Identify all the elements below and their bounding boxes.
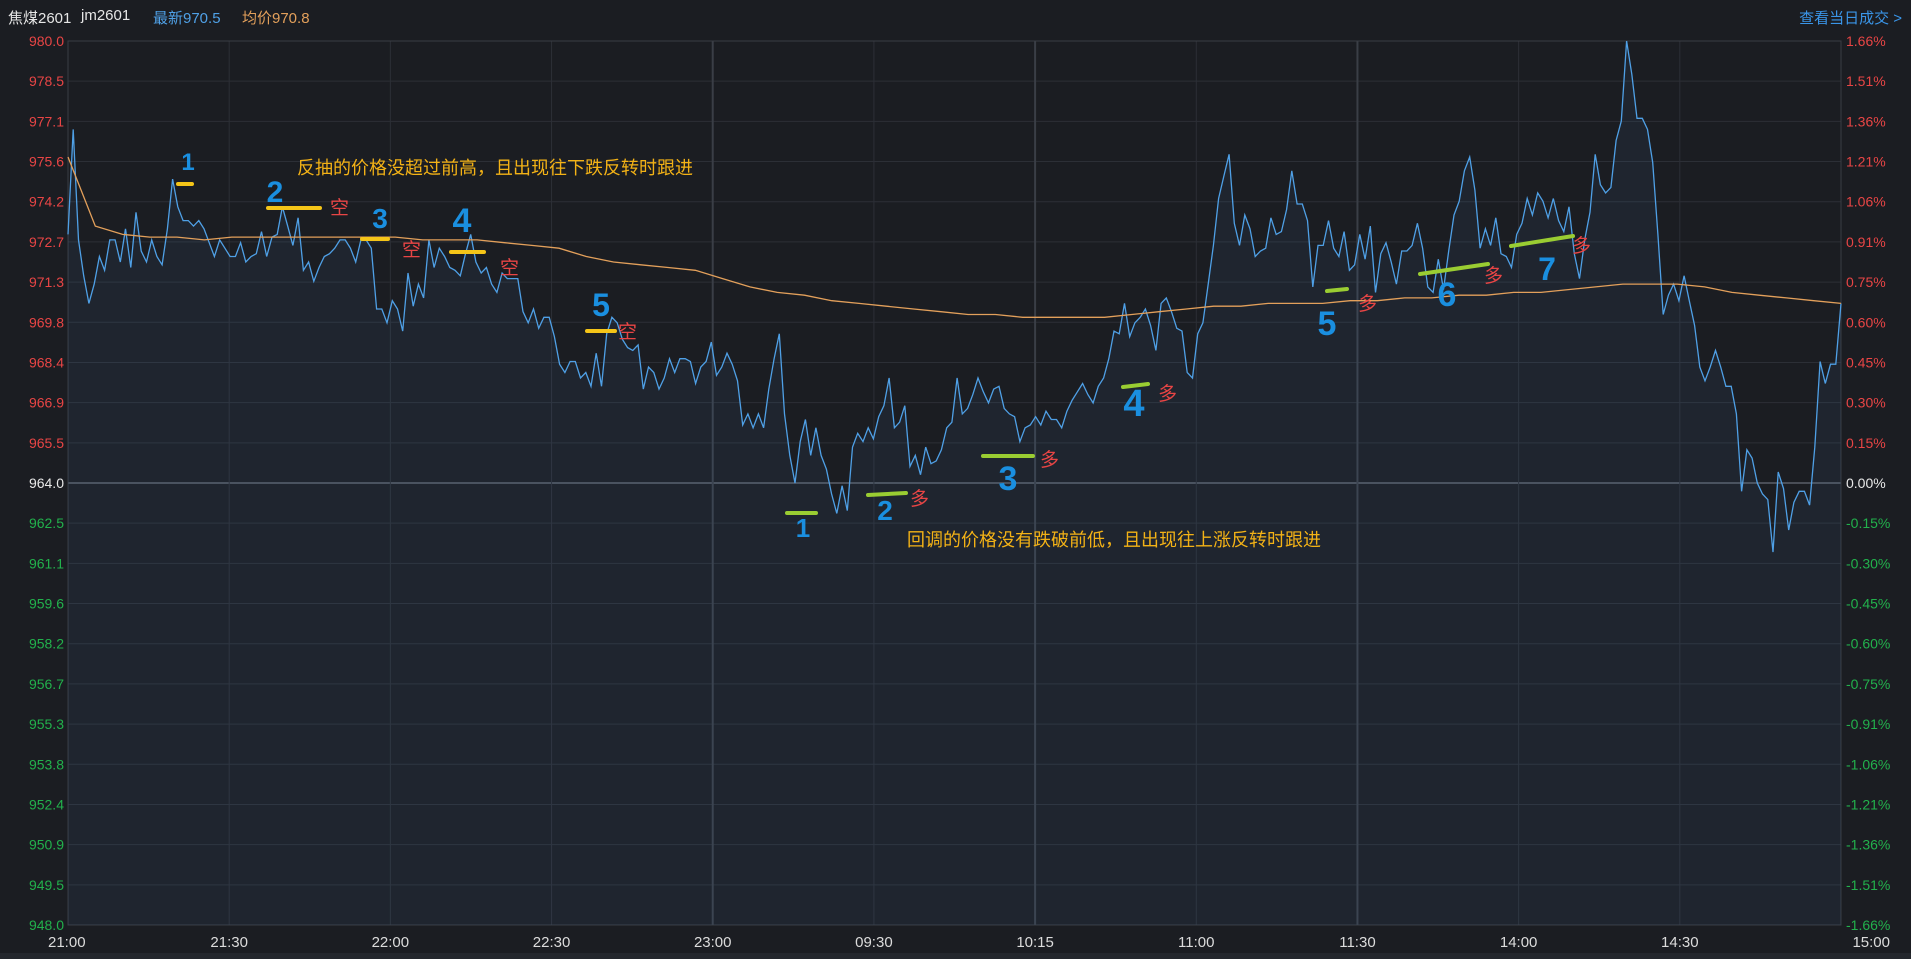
long-entry-mark	[1509, 234, 1575, 248]
x-tick-label: 15:00	[1852, 934, 1890, 951]
long-label: 多	[910, 488, 929, 510]
pct-tick-label: 1.21%	[1846, 154, 1886, 170]
pct-tick-label: 0.15%	[1846, 435, 1886, 451]
short-entry-number: 2	[267, 176, 284, 209]
pct-tick-label: 0.45%	[1846, 354, 1886, 370]
short-label: 空	[618, 321, 637, 343]
long-entry-number: 2	[877, 495, 893, 526]
price-area	[68, 41, 1841, 925]
x-tick-label: 10:15	[1016, 934, 1054, 951]
x-tick-label: 09:30	[855, 934, 893, 951]
short-label: 空	[500, 257, 519, 279]
y-tick-label: 971.3	[29, 274, 64, 290]
plot-frame	[67, 40, 1842, 926]
pct-tick-label: -0.91%	[1846, 716, 1890, 732]
pct-tick-label: 1.06%	[1846, 194, 1886, 210]
pct-tick-label: -1.51%	[1846, 877, 1890, 893]
y-tick-label: 968.4	[29, 354, 64, 370]
y-tick-label: 949.5	[29, 877, 64, 893]
short-entry-number: 3	[372, 203, 388, 234]
x-tick-label: 21:00	[48, 934, 86, 951]
y-tick-label: 974.2	[29, 194, 64, 210]
pct-tick-label: 1.66%	[1846, 33, 1886, 49]
short-entry-number: 4	[453, 202, 472, 240]
y-tick-label: 977.1	[29, 113, 64, 129]
y-tick-label: 978.5	[29, 73, 64, 89]
pct-tick-label: -1.66%	[1846, 917, 1890, 933]
contract-code: jm2601	[81, 7, 131, 24]
y-tick-label: 961.1	[29, 555, 64, 571]
long-label: 多	[1158, 383, 1177, 405]
pct-tick-label: 0.00%	[1846, 475, 1886, 491]
pct-tick-label: -1.21%	[1846, 796, 1890, 812]
x-tick-label: 11:00	[1178, 934, 1214, 951]
y-tick-label: 980.0	[29, 33, 64, 49]
y-tick-label: 969.8	[29, 314, 64, 330]
long-label: 多	[1040, 449, 1059, 471]
long-entry-mark	[866, 491, 908, 497]
pct-tick-label: -0.30%	[1846, 555, 1890, 571]
x-tick-label: 23:00	[694, 934, 732, 951]
symbol-name: 焦煤2601	[8, 10, 72, 27]
pct-tick-label: 1.51%	[1846, 73, 1886, 89]
pct-tick-label: 0.60%	[1846, 314, 1886, 330]
long-entry-number: 3	[999, 460, 1018, 498]
pct-tick-label: 0.30%	[1846, 395, 1886, 411]
long-entry-number: 5	[1318, 305, 1337, 343]
long-entry-mark	[1418, 262, 1490, 276]
y-tick-label: 975.6	[29, 154, 64, 170]
x-tick-label: 11:30	[1339, 934, 1375, 951]
pct-tick-label: -0.75%	[1846, 676, 1890, 692]
annotation-long-note: 回调的价格没有跌破前低，且出现往上涨反转时跟进	[907, 530, 1321, 550]
view-trades-link[interactable]: 查看当日成交 >	[1799, 10, 1902, 27]
y-tick-label: 955.3	[29, 716, 64, 732]
y-tick-label: 948.0	[29, 917, 64, 933]
long-entry-mark	[1325, 287, 1349, 293]
y-tick-label: 964.0	[29, 475, 64, 491]
y-tick-label: 959.6	[29, 596, 64, 612]
short-entry-number: 5	[592, 287, 610, 323]
x-tick-label: 21:30	[210, 934, 248, 951]
pct-tick-label: 1.36%	[1846, 113, 1886, 129]
long-entry-number: 4	[1123, 383, 1144, 425]
long-entry-mark	[1121, 382, 1150, 389]
pct-tick-label: 0.91%	[1846, 234, 1886, 250]
x-tick-label: 14:30	[1661, 934, 1699, 951]
long-label: 多	[1484, 265, 1503, 287]
y-tick-label: 965.5	[29, 435, 64, 451]
pct-tick-label: -0.15%	[1846, 515, 1890, 531]
x-tick-label: 14:00	[1500, 934, 1538, 951]
long-entry-number: 7	[1538, 251, 1556, 287]
y-tick-label: 952.4	[29, 796, 64, 812]
y-tick-label: 956.7	[29, 676, 64, 692]
short-entry-number: 1	[181, 149, 194, 176]
latest-price: 最新970.5	[153, 10, 221, 27]
long-entry-number: 1	[796, 513, 810, 543]
y-tick-label: 966.9	[29, 395, 64, 411]
annotation-short-note: 反抽的价格没超过前高，且出现往下跌反转时跟进	[297, 158, 693, 178]
pct-tick-label: -1.36%	[1846, 837, 1890, 853]
pct-tick-label: -1.06%	[1846, 756, 1890, 772]
long-label: 多	[1572, 235, 1591, 257]
y-tick-label: 950.9	[29, 837, 64, 853]
pct-tick-label: -0.60%	[1846, 636, 1890, 652]
y-tick-label: 972.7	[29, 234, 64, 250]
y-tick-label: 953.8	[29, 756, 64, 772]
x-tick-label: 22:00	[372, 934, 410, 951]
bottom-scrollbar[interactable]	[0, 953, 1911, 959]
x-tick-label: 22:30	[533, 934, 571, 951]
pct-tick-label: -0.45%	[1846, 596, 1890, 612]
y-tick-label: 962.5	[29, 515, 64, 531]
long-entry-number: 6	[1438, 276, 1457, 314]
short-label: 空	[402, 239, 421, 261]
pct-tick-label: 0.75%	[1846, 274, 1886, 290]
long-label: 多	[1358, 293, 1377, 315]
average-price: 均价970.8	[242, 10, 310, 27]
y-tick-label: 958.2	[29, 636, 64, 652]
chart-header: 焦煤2601 jm2601 最新970.5 均价970.8 查看当日成交 >	[0, 0, 1911, 30]
short-label: 空	[330, 197, 349, 219]
